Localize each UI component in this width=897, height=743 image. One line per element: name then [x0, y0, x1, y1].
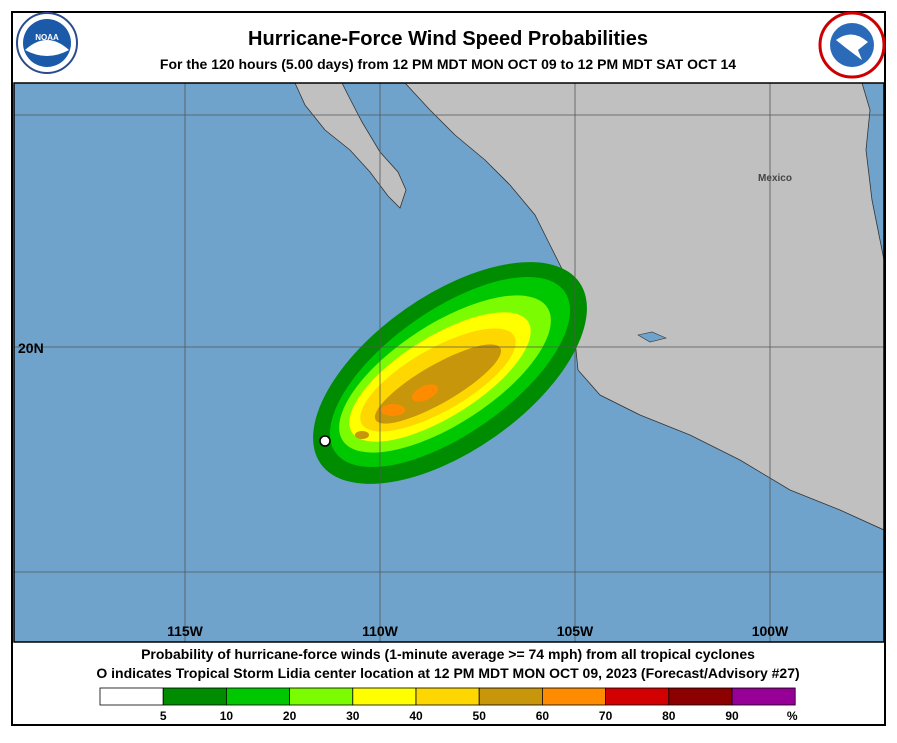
legend-label: 80: [662, 709, 676, 723]
latitude-label: 20N: [18, 340, 44, 356]
legend-label: 10: [220, 709, 234, 723]
longitude-label: 115W: [167, 623, 204, 639]
legend-swatch: [605, 687, 670, 706]
legend-swatch: [162, 687, 227, 706]
legend: 5 10 20 30 40 50 60 70 80 90%: [99, 687, 798, 723]
svg-text:NOAA: NOAA: [35, 33, 59, 42]
gulf: [861, 83, 884, 261]
baja: [294, 83, 407, 209]
longitude-labels: 115W 110W 105W 100W: [167, 623, 789, 639]
legend-swatch: [99, 687, 164, 706]
mainland: [404, 83, 884, 531]
place-label: Mexico: [758, 173, 792, 184]
legend-swatch: [668, 687, 733, 706]
legend-swatch: [289, 687, 354, 706]
legend-label: 20: [283, 709, 297, 723]
legend-swatch: [478, 687, 543, 706]
title: Hurricane-Force Wind Speed Probabilities: [248, 28, 648, 50]
longitude-label: 110W: [362, 623, 399, 639]
legend-unit: %: [787, 709, 798, 723]
storm-center: [319, 435, 331, 447]
legend-swatch: [225, 687, 290, 706]
map: 20N Mexico: [13, 82, 885, 643]
legend-swatch: [415, 687, 480, 706]
lake: [637, 331, 667, 343]
caption-line: Probability of hurricane-force winds (1-…: [141, 646, 755, 662]
probability-contours: [313, 262, 587, 484]
legend-label: 30: [346, 709, 360, 723]
noaa-logo: NOAA: [16, 12, 78, 74]
legend-label: 70: [599, 709, 613, 723]
legend-label: 60: [536, 709, 550, 723]
legend-label: 50: [473, 709, 487, 723]
legend-swatch: [731, 687, 796, 706]
legend-swatch: [542, 687, 607, 706]
subtitle: For the 120 hours (5.00 days) from 12 PM…: [160, 56, 736, 72]
nws-logo: [818, 11, 886, 79]
legend-label: 5: [160, 709, 167, 723]
legend-swatch: [352, 687, 417, 706]
caption-line: O indicates Tropical Storm Lidia center …: [96, 665, 799, 681]
grid-lines: [14, 83, 884, 642]
legend-label: 40: [409, 709, 423, 723]
longitude-label: 105W: [557, 623, 594, 639]
legend-label: 90: [725, 709, 739, 723]
longitude-label: 100W: [752, 623, 789, 639]
